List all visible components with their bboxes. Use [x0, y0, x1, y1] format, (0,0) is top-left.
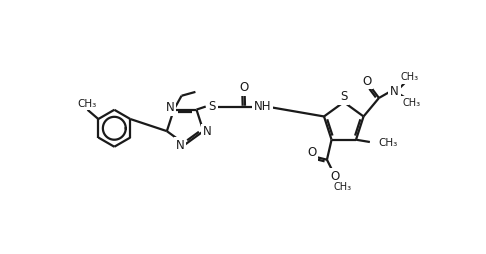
Text: CH₃: CH₃ [378, 138, 398, 148]
Text: N: N [203, 125, 212, 138]
Text: N: N [390, 85, 399, 98]
Text: CH₃: CH₃ [77, 99, 96, 109]
Text: N: N [175, 139, 184, 152]
Text: O: O [240, 81, 249, 94]
Text: S: S [340, 90, 347, 103]
Text: CH₃: CH₃ [402, 98, 420, 108]
Text: CH₃: CH₃ [400, 72, 419, 82]
Text: S: S [208, 100, 216, 113]
Text: N: N [166, 101, 174, 114]
Text: O: O [331, 170, 340, 183]
Text: O: O [362, 74, 371, 88]
Text: NH: NH [254, 100, 272, 113]
Text: CH₃: CH₃ [333, 182, 351, 193]
Text: O: O [307, 146, 316, 159]
